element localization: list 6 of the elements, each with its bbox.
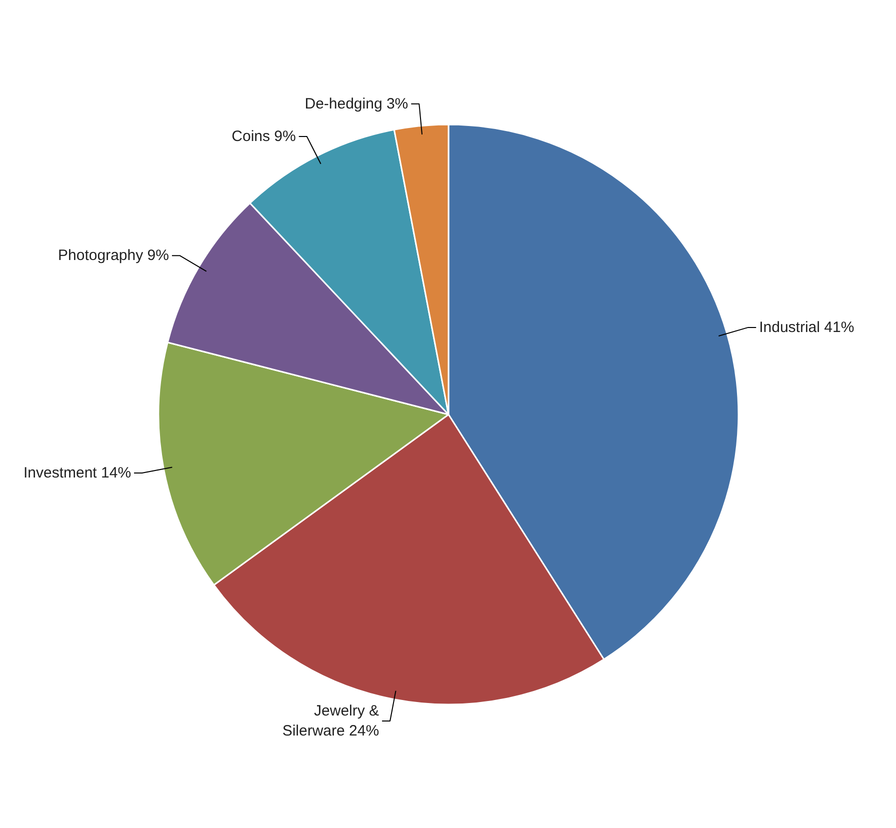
- slice-label: Photography 9%: [58, 247, 169, 264]
- slice-label: De-hedging 3%: [304, 95, 408, 112]
- slice-label: Investment 14%: [23, 464, 132, 482]
- slice-label: Industrial 41%: [759, 318, 854, 336]
- slice-label: Coins 9%: [232, 128, 296, 146]
- slice-label: Jewelry & Silerware 24%: [282, 702, 380, 740]
